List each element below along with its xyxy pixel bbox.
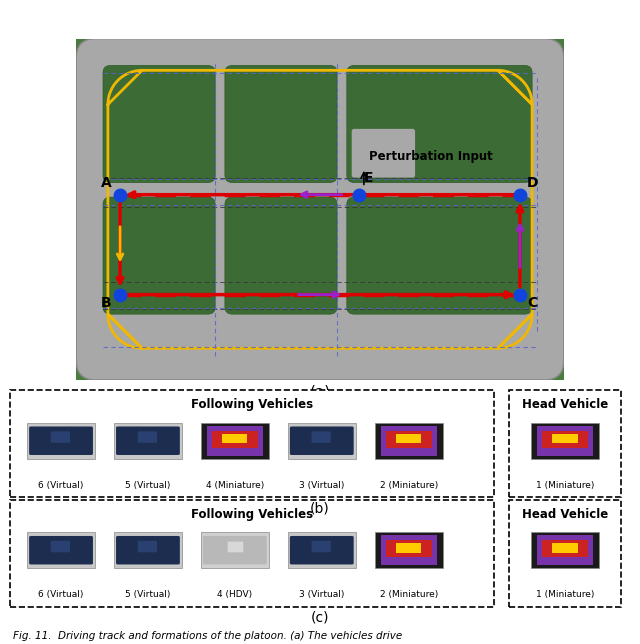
- FancyBboxPatch shape: [347, 66, 532, 182]
- FancyBboxPatch shape: [542, 540, 588, 557]
- Text: 4 (HDV): 4 (HDV): [218, 590, 252, 599]
- FancyBboxPatch shape: [116, 536, 180, 564]
- FancyBboxPatch shape: [287, 422, 356, 459]
- FancyBboxPatch shape: [201, 422, 269, 459]
- Text: (a): (a): [309, 385, 331, 400]
- FancyBboxPatch shape: [374, 422, 443, 459]
- Text: (c): (c): [311, 611, 329, 625]
- FancyBboxPatch shape: [27, 422, 95, 459]
- FancyBboxPatch shape: [138, 541, 157, 553]
- FancyBboxPatch shape: [103, 66, 215, 182]
- FancyBboxPatch shape: [10, 390, 493, 497]
- Text: Following Vehicles: Following Vehicles: [191, 399, 313, 412]
- Text: B: B: [100, 296, 111, 310]
- Text: 5 (Virtual): 5 (Virtual): [125, 480, 171, 489]
- FancyBboxPatch shape: [203, 536, 267, 564]
- FancyBboxPatch shape: [552, 543, 578, 553]
- FancyBboxPatch shape: [396, 433, 421, 443]
- FancyBboxPatch shape: [225, 197, 337, 314]
- Text: Fig. 11.  Driving track and formations of the platoon. (a) The vehicles drive: Fig. 11. Driving track and formations of…: [13, 630, 402, 641]
- FancyBboxPatch shape: [51, 541, 70, 553]
- Text: 4 (Miniature): 4 (Miniature): [205, 480, 264, 489]
- FancyBboxPatch shape: [509, 390, 621, 497]
- FancyBboxPatch shape: [531, 422, 599, 459]
- FancyBboxPatch shape: [228, 542, 243, 553]
- FancyBboxPatch shape: [10, 500, 493, 607]
- FancyBboxPatch shape: [531, 532, 599, 569]
- FancyBboxPatch shape: [27, 532, 95, 569]
- FancyBboxPatch shape: [290, 536, 354, 564]
- FancyBboxPatch shape: [207, 426, 263, 455]
- FancyBboxPatch shape: [352, 129, 415, 178]
- FancyBboxPatch shape: [312, 431, 331, 443]
- FancyBboxPatch shape: [386, 431, 431, 448]
- FancyBboxPatch shape: [225, 66, 337, 182]
- FancyBboxPatch shape: [287, 532, 356, 569]
- Text: 1 (Miniature): 1 (Miniature): [536, 480, 595, 489]
- Text: 6 (Virtual): 6 (Virtual): [38, 590, 84, 599]
- FancyBboxPatch shape: [103, 197, 215, 314]
- FancyBboxPatch shape: [312, 541, 331, 553]
- Text: 3 (Virtual): 3 (Virtual): [299, 480, 344, 489]
- FancyBboxPatch shape: [537, 426, 593, 455]
- Text: 3 (Virtual): 3 (Virtual): [299, 590, 344, 599]
- Text: Head Vehicle: Head Vehicle: [522, 399, 608, 412]
- Text: (b): (b): [310, 501, 330, 515]
- FancyBboxPatch shape: [396, 543, 421, 553]
- FancyBboxPatch shape: [114, 422, 182, 459]
- FancyBboxPatch shape: [114, 532, 182, 569]
- FancyBboxPatch shape: [381, 426, 436, 455]
- Text: 1 (Miniature): 1 (Miniature): [536, 590, 595, 599]
- Text: A: A: [100, 176, 111, 191]
- Text: Following Vehicles: Following Vehicles: [191, 508, 313, 521]
- FancyBboxPatch shape: [222, 433, 248, 443]
- FancyBboxPatch shape: [290, 426, 354, 455]
- Text: 6 (Virtual): 6 (Virtual): [38, 480, 84, 489]
- FancyBboxPatch shape: [552, 433, 578, 443]
- FancyBboxPatch shape: [51, 431, 70, 443]
- FancyBboxPatch shape: [509, 500, 621, 607]
- FancyBboxPatch shape: [386, 540, 431, 557]
- FancyBboxPatch shape: [138, 431, 157, 443]
- FancyBboxPatch shape: [381, 535, 436, 565]
- FancyBboxPatch shape: [374, 532, 443, 569]
- FancyBboxPatch shape: [29, 536, 93, 564]
- FancyBboxPatch shape: [29, 426, 93, 455]
- Text: 5 (Virtual): 5 (Virtual): [125, 590, 171, 599]
- Text: D: D: [527, 176, 539, 191]
- Text: Head Vehicle: Head Vehicle: [522, 508, 608, 521]
- Text: Perturbation Input: Perturbation Input: [369, 150, 493, 163]
- FancyBboxPatch shape: [347, 197, 532, 314]
- Text: 2 (Miniature): 2 (Miniature): [380, 590, 438, 599]
- FancyBboxPatch shape: [201, 532, 269, 569]
- FancyBboxPatch shape: [212, 431, 258, 448]
- Text: 2 (Miniature): 2 (Miniature): [380, 480, 438, 489]
- FancyBboxPatch shape: [68, 30, 572, 388]
- FancyBboxPatch shape: [537, 535, 593, 565]
- Text: C: C: [527, 296, 538, 310]
- Text: E: E: [364, 171, 373, 185]
- FancyBboxPatch shape: [542, 431, 588, 448]
- FancyBboxPatch shape: [116, 426, 180, 455]
- FancyBboxPatch shape: [76, 39, 564, 380]
